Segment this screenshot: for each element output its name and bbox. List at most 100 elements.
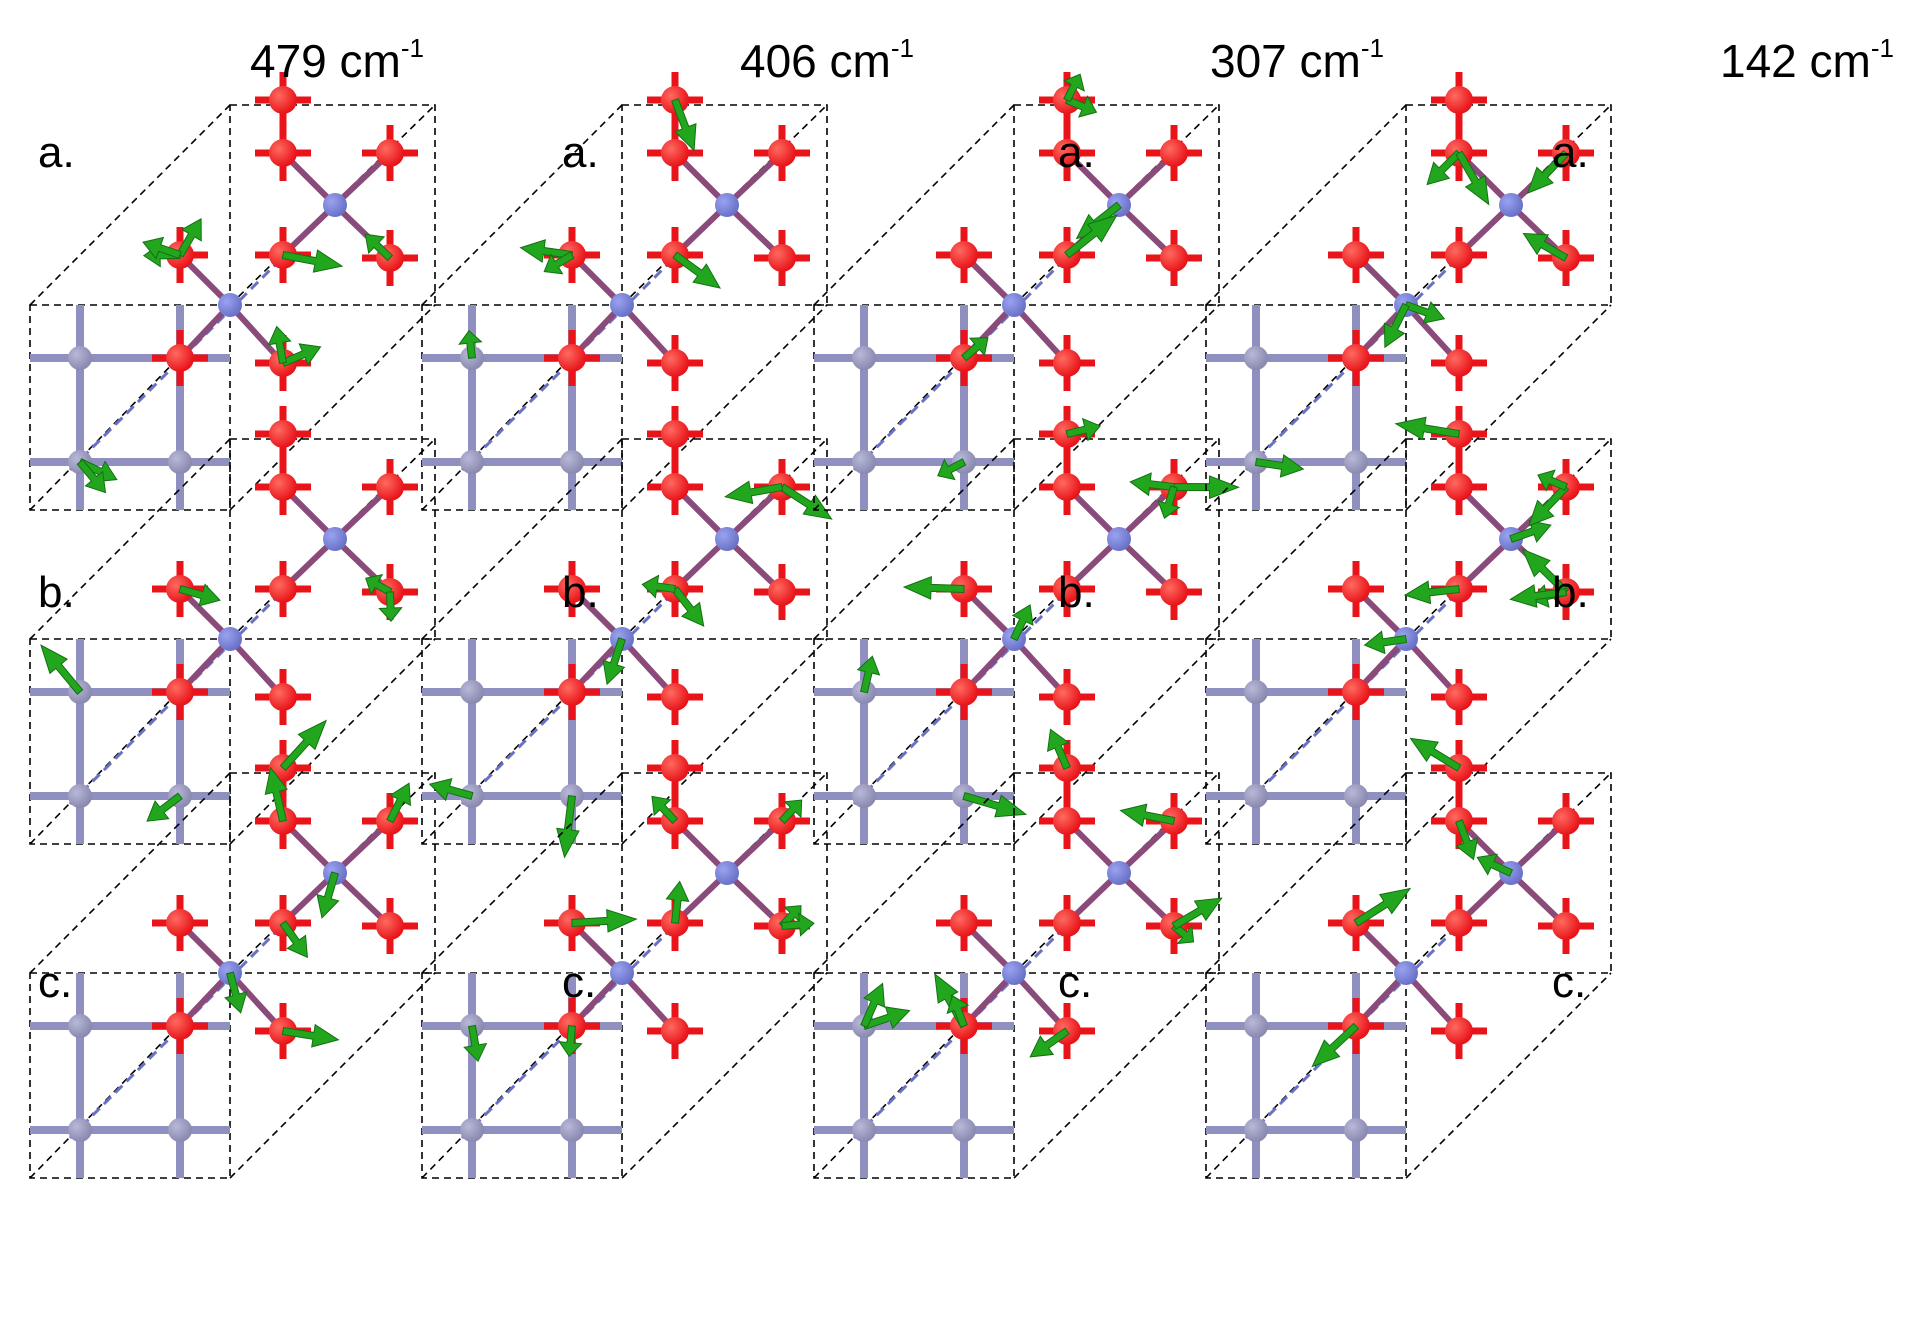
displacement-arrow bbox=[1353, 887, 1412, 927]
displacement-arrow bbox=[1157, 485, 1181, 519]
oxygen-atom bbox=[1445, 683, 1473, 711]
oxygen-atom bbox=[558, 678, 586, 706]
lattice-atom bbox=[460, 1118, 484, 1142]
frequency-title: 479 cm-1 bbox=[250, 32, 424, 88]
oxygen-atom bbox=[1445, 473, 1473, 501]
cell-edge bbox=[621, 972, 828, 1179]
oxygen-atom bbox=[269, 473, 297, 501]
oxygen-atom bbox=[1160, 578, 1188, 606]
frequency-value: 406 cm bbox=[740, 35, 891, 87]
displacement-arrow bbox=[723, 480, 784, 505]
oxygen-atom bbox=[1053, 683, 1081, 711]
front-cell bbox=[1205, 638, 1407, 845]
metal-atom bbox=[715, 527, 739, 551]
lattice-atom bbox=[1344, 1118, 1368, 1142]
displacement-arrow bbox=[386, 782, 412, 824]
lattice-atom bbox=[1244, 1118, 1268, 1142]
displacement-arrow bbox=[1064, 214, 1118, 259]
panel-col3-row-c bbox=[813, 728, 1223, 1179]
displacement-arrow bbox=[1029, 1027, 1070, 1058]
back-cell bbox=[1013, 438, 1220, 640]
metal-atom bbox=[323, 193, 347, 217]
metal-atom bbox=[323, 527, 347, 551]
panel-col4-row-a bbox=[1205, 72, 1612, 511]
back-cell bbox=[1405, 438, 1612, 640]
oxygen-atom bbox=[166, 678, 194, 706]
panel-label: b. bbox=[38, 568, 75, 617]
frequency-exponent: -1 bbox=[1360, 32, 1384, 63]
displacement-arrow bbox=[1394, 416, 1461, 441]
oxygen-atom bbox=[376, 139, 404, 167]
displacement-arrow bbox=[279, 719, 328, 772]
displacement-arrow bbox=[176, 218, 202, 258]
oxygen-atom bbox=[1445, 349, 1473, 377]
displacement-arrow bbox=[264, 766, 288, 823]
oxygen-atom bbox=[1445, 241, 1473, 269]
displacement-arrow bbox=[1476, 853, 1514, 877]
metal-atom bbox=[218, 627, 242, 651]
cell-edge bbox=[1013, 638, 1220, 845]
displacement-arrow bbox=[651, 795, 679, 825]
cell-edge bbox=[229, 972, 436, 1179]
front-cell bbox=[1205, 304, 1407, 511]
oxygen-atom bbox=[1445, 1017, 1473, 1045]
metal-atom bbox=[1002, 961, 1026, 985]
cell-edge bbox=[621, 304, 828, 511]
displacement-arrow bbox=[1522, 232, 1569, 262]
front-cell bbox=[421, 304, 623, 511]
panel-col4-row-c bbox=[1205, 737, 1612, 1179]
oxygen-atom bbox=[269, 139, 297, 167]
oxygen-atom bbox=[269, 683, 297, 711]
displacement-arrow bbox=[672, 251, 722, 289]
displacement-arrow bbox=[1509, 584, 1568, 608]
displacement-arrow bbox=[463, 1024, 488, 1063]
lattice-atom bbox=[852, 784, 876, 808]
displacement-arrow bbox=[856, 655, 881, 694]
front-cell bbox=[29, 972, 231, 1179]
oxygen-atom bbox=[768, 244, 796, 272]
frequency-exponent: -1 bbox=[400, 32, 424, 63]
oxygen-atom bbox=[1053, 807, 1081, 835]
oxygen-atom bbox=[1053, 909, 1081, 937]
panel-label: c. bbox=[38, 958, 73, 1007]
displacement-arrow bbox=[281, 1023, 340, 1048]
back-cell bbox=[1013, 772, 1220, 974]
lattice-atom bbox=[1244, 784, 1268, 808]
displacement-arrow bbox=[937, 458, 967, 481]
displacement-arrow bbox=[1063, 73, 1085, 103]
displacement-arrow bbox=[458, 330, 483, 359]
oxygen-atom bbox=[1053, 139, 1081, 167]
oxygen-atom bbox=[1342, 241, 1370, 269]
panel-label: b. bbox=[1552, 568, 1589, 617]
metal-atom bbox=[1107, 527, 1131, 551]
oxygen-atom bbox=[1053, 349, 1081, 377]
oxygen-atom bbox=[661, 754, 689, 782]
panel-label: c. bbox=[562, 958, 597, 1007]
displacement-arrow bbox=[778, 799, 803, 825]
cell-edge bbox=[229, 638, 436, 845]
back-cell bbox=[229, 438, 436, 640]
panel-col2-row-c bbox=[421, 740, 828, 1179]
displacement-arrow bbox=[641, 574, 677, 599]
displacement-arrow bbox=[1455, 150, 1490, 206]
frequency-value: 142 cm bbox=[1720, 35, 1871, 87]
back-cell bbox=[1405, 772, 1612, 974]
oxygen-atom bbox=[1053, 473, 1081, 501]
displacement-arrow bbox=[316, 871, 340, 919]
metal-atom bbox=[1499, 193, 1523, 217]
lattice-atom bbox=[460, 450, 484, 474]
lattice-atom bbox=[1244, 1014, 1268, 1038]
panel-col1-row-a bbox=[29, 72, 436, 511]
oxygen-atom bbox=[1445, 909, 1473, 937]
panel-label: a. bbox=[1552, 128, 1589, 177]
panel-label: a. bbox=[562, 128, 599, 177]
frequency-exponent: -1 bbox=[890, 32, 914, 63]
displacement-arrow bbox=[279, 920, 308, 959]
oxygen-atom bbox=[166, 1012, 194, 1040]
back-cell bbox=[1405, 104, 1612, 306]
oxygen-atom bbox=[661, 1017, 689, 1045]
frequency-title: 406 cm-1 bbox=[740, 32, 914, 88]
oxygen-atom bbox=[768, 578, 796, 606]
displacement-arrow bbox=[571, 908, 638, 933]
